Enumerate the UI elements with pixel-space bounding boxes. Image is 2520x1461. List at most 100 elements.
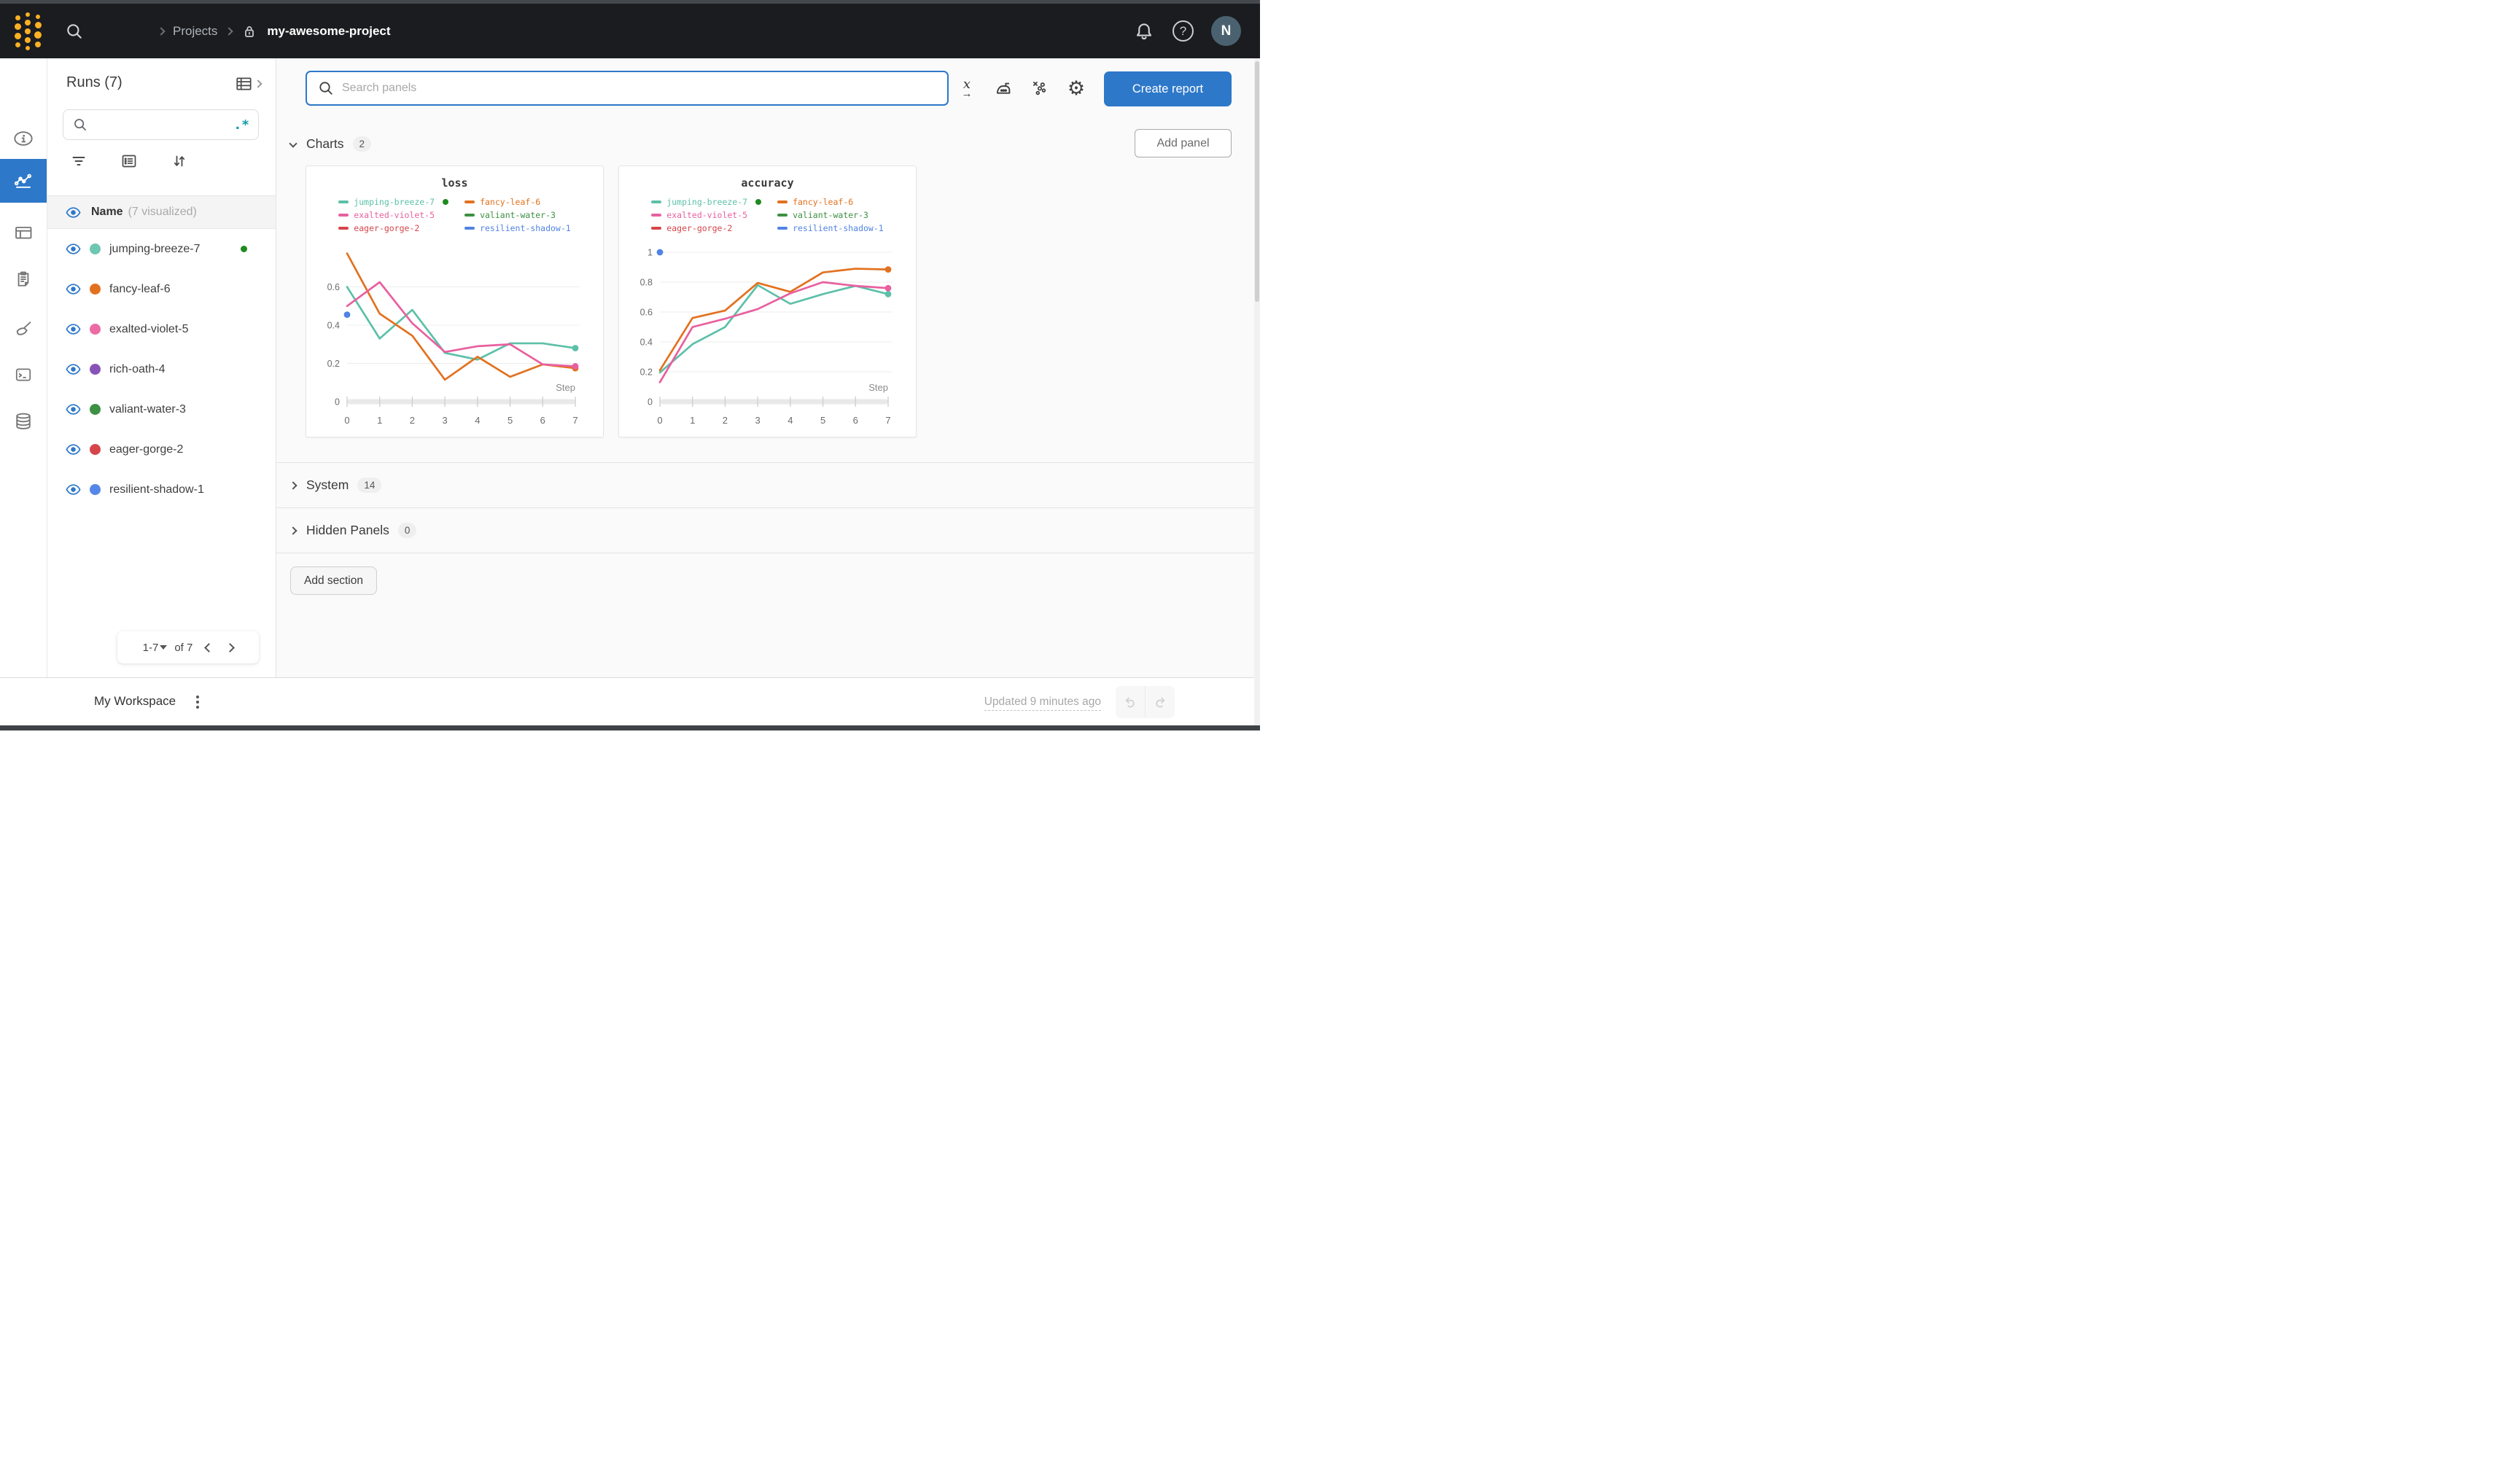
undo-icon[interactable] bbox=[1116, 686, 1145, 718]
global-search-icon[interactable] bbox=[62, 19, 87, 44]
run-color-dot[interactable] bbox=[90, 244, 101, 254]
undo-redo-group bbox=[1116, 686, 1175, 718]
rail-overview-info-icon[interactable] bbox=[0, 117, 47, 160]
avatar[interactable]: N bbox=[1211, 16, 1241, 46]
expand-chevron-icon bbox=[254, 79, 262, 88]
legend-item[interactable]: resilient-shadow-1 bbox=[464, 222, 571, 234]
avatar-initial: N bbox=[1221, 23, 1232, 39]
wandb-logo-icon[interactable] bbox=[15, 12, 42, 50]
visibility-eye-icon[interactable] bbox=[65, 361, 82, 378]
run-name-label[interactable]: eager-gorge-2 bbox=[109, 443, 184, 456]
run-search-input[interactable] bbox=[88, 118, 234, 131]
charts-section-header[interactable]: Charts 2 bbox=[276, 121, 1260, 166]
visibility-eye-icon[interactable] bbox=[65, 441, 82, 458]
filter-icon[interactable] bbox=[69, 152, 88, 171]
rail-jobs-clipboard-icon[interactable] bbox=[0, 257, 47, 301]
run-row[interactable]: eager-gorge-2 bbox=[47, 429, 276, 470]
legend-item[interactable]: exalted-violet-5 bbox=[651, 209, 761, 221]
redo-icon[interactable] bbox=[1145, 686, 1175, 718]
accuracy-chart-panel[interactable]: accuracy jumping-breeze-7 fancy-leaf-6 exal… bbox=[618, 165, 917, 437]
outliers-scatter-icon[interactable] bbox=[1022, 72, 1058, 104]
system-section-header[interactable]: System 14 bbox=[276, 462, 1260, 507]
vertical-scrollbar[interactable] bbox=[1254, 58, 1260, 725]
panel-search-input[interactable] bbox=[342, 82, 937, 95]
run-color-dot[interactable] bbox=[90, 484, 101, 495]
x-axis-settings-icon[interactable]: x → bbox=[961, 76, 973, 100]
run-color-dot[interactable] bbox=[90, 404, 101, 415]
visibility-eye-icon[interactable] bbox=[65, 281, 82, 297]
next-page-icon[interactable] bbox=[225, 642, 236, 652]
run-search-box[interactable]: .* bbox=[63, 109, 259, 140]
expand-runs-table-icon[interactable] bbox=[235, 74, 262, 93]
visibility-eye-icon[interactable] bbox=[65, 481, 82, 498]
chart-plot[interactable]: 0 0.2 0.4 0.6 0 1 2 3 4 5 6 7 Step bbox=[306, 234, 603, 437]
workspace-kebab-menu-icon[interactable] bbox=[188, 693, 207, 712]
loss-chart-panel[interactable]: loss jumping-breeze-7 fancy-leaf-6 exalted-… bbox=[306, 165, 604, 437]
system-collapse-chevron-icon[interactable] bbox=[289, 479, 298, 492]
run-row[interactable]: resilient-shadow-1 bbox=[47, 470, 276, 510]
rail-runs-table-icon[interactable] bbox=[0, 211, 47, 254]
legend-item[interactable]: jumping-breeze-7 bbox=[338, 195, 449, 208]
chart-legend: jumping-breeze-7 fancy-leaf-6 exalted-viol… bbox=[651, 195, 884, 234]
rail-artifacts-database-icon[interactable] bbox=[0, 400, 47, 443]
regex-toggle-icon[interactable]: .* bbox=[233, 117, 249, 133]
run-row[interactable]: exalted-violet-5 bbox=[47, 309, 276, 349]
legend-item[interactable]: resilient-shadow-1 bbox=[777, 222, 884, 234]
legend-run-name: fancy-leaf-6 bbox=[793, 196, 854, 207]
toggle-all-eye-icon[interactable] bbox=[65, 204, 82, 221]
legend-item[interactable]: fancy-leaf-6 bbox=[777, 195, 884, 208]
chart-plot[interactable]: 0 0.2 0.4 0.6 0.8 1 0 1 2 3 4 5 6 7 Step bbox=[619, 234, 916, 437]
run-color-dot[interactable] bbox=[90, 284, 101, 295]
legend-item[interactable]: fancy-leaf-6 bbox=[464, 195, 571, 208]
rail-workspace-chart-icon[interactable] bbox=[0, 159, 47, 203]
add-panel-button[interactable]: Add panel bbox=[1135, 129, 1232, 157]
run-name-label[interactable]: exalted-violet-5 bbox=[109, 322, 189, 335]
page-range-dropdown[interactable]: 1-7 bbox=[143, 642, 168, 654]
legend-item[interactable]: eager-gorge-2 bbox=[338, 222, 448, 234]
charts-collapse-chevron-icon[interactable] bbox=[289, 137, 298, 150]
notifications-bell-icon[interactable] bbox=[1133, 20, 1155, 42]
run-row[interactable]: fancy-leaf-6 bbox=[47, 269, 276, 309]
run-list-name-header[interactable]: Name (7 visualized) bbox=[47, 195, 276, 229]
hidden-collapse-chevron-icon[interactable] bbox=[289, 524, 298, 537]
run-name-label[interactable]: fancy-leaf-6 bbox=[109, 282, 171, 295]
hidden-panels-section-header[interactable]: Hidden Panels 0 bbox=[276, 507, 1260, 553]
legend-item[interactable]: exalted-violet-5 bbox=[338, 209, 448, 221]
run-name-label[interactable]: valiant-water-3 bbox=[109, 402, 186, 416]
svg-text:Step: Step bbox=[868, 382, 888, 393]
run-name-label[interactable]: resilient-shadow-1 bbox=[109, 483, 204, 496]
run-row[interactable]: valiant-water-3 bbox=[47, 389, 276, 429]
add-section-button[interactable]: Add section bbox=[290, 566, 377, 595]
visibility-eye-icon[interactable] bbox=[65, 321, 82, 338]
visibility-eye-icon[interactable] bbox=[65, 241, 82, 257]
workspace-name-label[interactable]: My Workspace bbox=[94, 694, 176, 708]
legend-item[interactable]: valiant-water-3 bbox=[777, 209, 884, 221]
rail-sweeps-broom-icon[interactable] bbox=[0, 307, 47, 351]
group-list-icon[interactable] bbox=[120, 152, 139, 171]
breadcrumb-projects-link[interactable]: Projects bbox=[173, 23, 218, 38]
panel-search-box[interactable] bbox=[306, 71, 949, 106]
breadcrumb-project-name[interactable]: my-awesome-project bbox=[267, 23, 391, 38]
prev-page-icon[interactable] bbox=[204, 642, 214, 652]
run-name-label[interactable]: rich-oath-4 bbox=[109, 362, 166, 375]
scrollbar-thumb[interactable] bbox=[1255, 61, 1259, 302]
run-color-dot[interactable] bbox=[90, 364, 101, 375]
run-row[interactable]: jumping-breeze-7 bbox=[47, 229, 276, 269]
run-color-dot[interactable] bbox=[90, 444, 101, 455]
run-name-label[interactable]: jumping-breeze-7 bbox=[109, 242, 201, 255]
legend-item[interactable]: valiant-water-3 bbox=[464, 209, 571, 221]
legend-item[interactable]: jumping-breeze-7 bbox=[651, 195, 762, 208]
smoothing-iron-icon[interactable] bbox=[985, 72, 1022, 104]
legend-item[interactable]: eager-gorge-2 bbox=[651, 222, 761, 234]
help-icon[interactable]: ? bbox=[1172, 20, 1194, 42]
run-row[interactable]: rich-oath-4 bbox=[47, 349, 276, 389]
running-status-dot bbox=[241, 246, 247, 252]
settings-gear-icon[interactable]: ⚙ bbox=[1067, 77, 1086, 99]
chart-title: loss bbox=[441, 176, 468, 190]
create-report-button[interactable]: Create report bbox=[1104, 71, 1232, 106]
sort-icon[interactable] bbox=[170, 152, 189, 171]
visibility-eye-icon[interactable] bbox=[65, 401, 82, 418]
last-updated-label[interactable]: Updated 9 minutes ago bbox=[984, 696, 1101, 711]
rail-terminal-icon[interactable] bbox=[0, 353, 47, 397]
run-color-dot[interactable] bbox=[90, 324, 101, 335]
